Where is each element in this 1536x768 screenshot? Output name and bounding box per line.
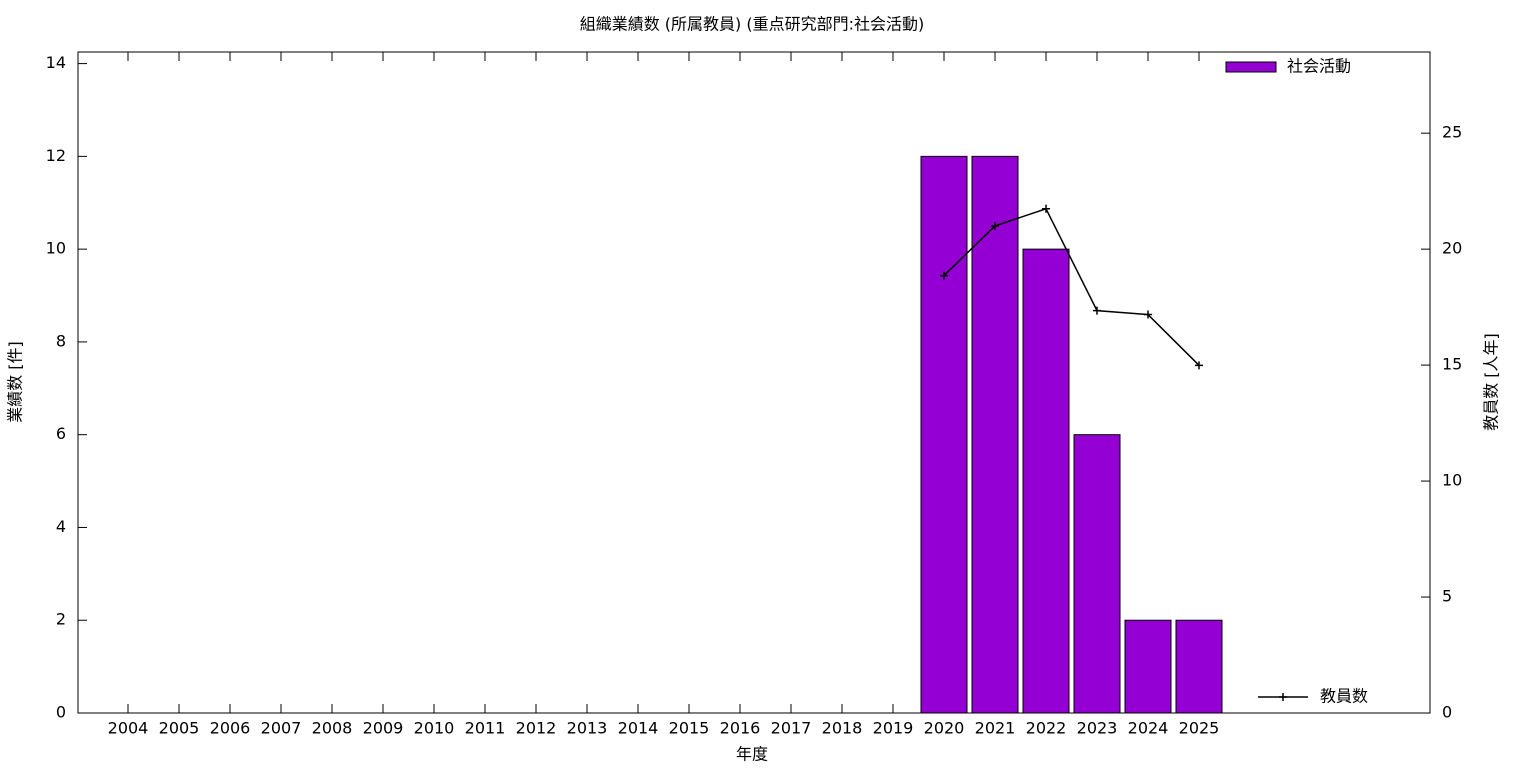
- x-tick-label: 2018: [822, 719, 863, 738]
- point: [1042, 204, 1050, 213]
- x-tick-label: 2010: [414, 719, 455, 738]
- bar: [1124, 619, 1172, 714]
- y-tick-label: 12: [46, 146, 66, 165]
- x-tick-label: 2020: [924, 719, 965, 738]
- y-axis-label: 業績数 [件]: [6, 341, 25, 423]
- y-tick-label: 4: [56, 517, 66, 536]
- x-tick-label: 2022: [1026, 719, 1067, 738]
- point: [940, 271, 948, 280]
- y2-axis-label: 教員数 [人年]: [1482, 333, 1501, 431]
- y-tick-label: 6: [56, 424, 66, 443]
- x-tick-label: 2014: [618, 719, 659, 738]
- legend-label: 教員数: [1320, 687, 1368, 706]
- x-tick-label: 2005: [159, 719, 200, 738]
- point: [1195, 361, 1203, 370]
- bar: [1073, 434, 1121, 714]
- y-tick-label: 8: [56, 331, 66, 350]
- y-tick-label: 0: [56, 703, 66, 722]
- legend-swatch: [1279, 693, 1287, 701]
- y2-tick-label: 0: [1442, 703, 1452, 722]
- x-tick-label: 2007: [261, 719, 302, 738]
- bar: [1175, 619, 1223, 714]
- x-tick-label: 2006: [210, 719, 251, 738]
- x-tick-label: 2019: [873, 719, 914, 738]
- x-tick-label: 2004: [108, 719, 149, 738]
- chart-title: 組織業績数 (所属教員) (重点研究部門:社会活動): [580, 15, 925, 34]
- y-tick-label: 10: [46, 239, 66, 258]
- x-tick-label: 2023: [1077, 719, 1118, 738]
- x-tick-label: 2013: [567, 719, 608, 738]
- x-tick-label: 2015: [669, 719, 710, 738]
- x-tick-label: 2016: [720, 719, 761, 738]
- x-tick-label: 2024: [1128, 719, 1169, 738]
- bar: [1022, 248, 1070, 714]
- x-tick-label: 2012: [516, 719, 557, 738]
- x-axis-label: 年度: [736, 745, 768, 764]
- legend-swatch: [1225, 61, 1277, 73]
- point: [991, 221, 999, 230]
- legend-label: 社会活動: [1287, 57, 1351, 76]
- y2-tick-label: 25: [1442, 123, 1462, 142]
- bar: [971, 155, 1019, 714]
- y2-tick-label: 15: [1442, 355, 1462, 374]
- point: [1093, 306, 1101, 315]
- x-tick-label: 2008: [312, 719, 353, 738]
- x-tick-label: 2009: [363, 719, 404, 738]
- y2-tick-label: 10: [1442, 471, 1462, 490]
- x-tick-label: 2025: [1179, 719, 1220, 738]
- y2-tick-label: 20: [1442, 239, 1462, 258]
- x-tick-label: 2021: [975, 719, 1016, 738]
- y-tick-label: 2: [56, 610, 66, 629]
- point: [1144, 310, 1152, 319]
- x-tick-label: 2011: [465, 719, 506, 738]
- x-tick-label: 2017: [771, 719, 812, 738]
- y-tick-label: 14: [46, 53, 66, 72]
- bar: [920, 155, 968, 714]
- plot-frame: [77, 51, 1431, 714]
- line: [943, 207, 1200, 366]
- y2-tick-label: 5: [1442, 587, 1452, 606]
